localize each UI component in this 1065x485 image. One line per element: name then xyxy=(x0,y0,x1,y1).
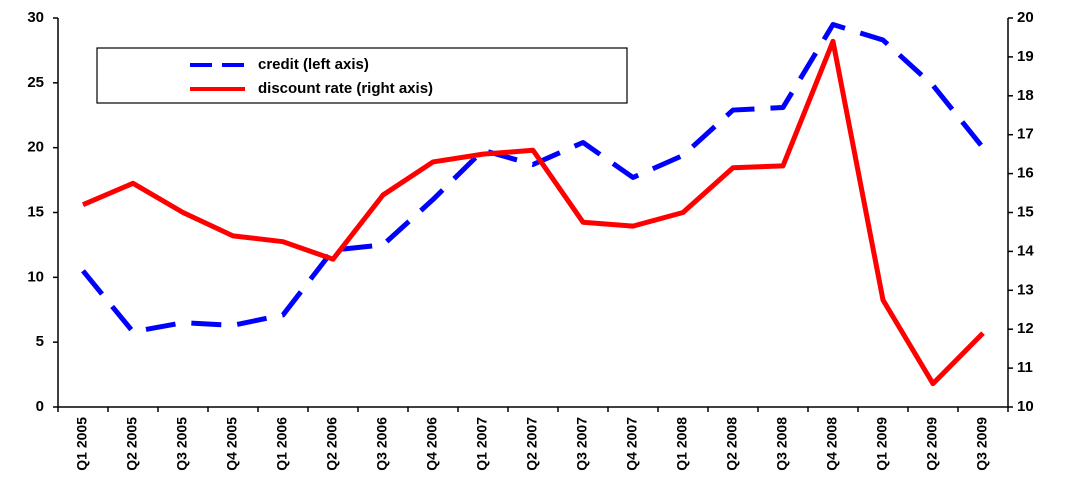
y2-tick-label: 14 xyxy=(1017,242,1034,259)
x-tick-label: Q2 2006 xyxy=(324,417,340,471)
y-tick-label: 20 xyxy=(27,139,44,156)
x-tick-label: Q2 2007 xyxy=(524,417,540,471)
x-tick-label: Q1 2006 xyxy=(274,417,290,471)
x-tick-label: Q1 2007 xyxy=(474,417,490,471)
y-tick-label: 0 xyxy=(36,398,44,415)
y2-tick-label: 11 xyxy=(1017,359,1033,376)
x-tick-label: Q3 2008 xyxy=(774,417,790,471)
x-tick-label: Q1 2008 xyxy=(674,417,690,471)
y2-tick-label: 13 xyxy=(1017,281,1034,298)
y2-tick-label: 19 xyxy=(1017,48,1034,65)
x-tick-label: Q3 2009 xyxy=(974,417,990,471)
x-tick-label: Q2 2009 xyxy=(924,417,940,471)
y2-tick-label: 10 xyxy=(1017,398,1034,415)
y-tick-label: 15 xyxy=(27,203,44,220)
x-tick-label: Q3 2005 xyxy=(174,417,190,471)
legend-label: credit (left axis) xyxy=(258,56,369,73)
legend-label: discount rate (right axis) xyxy=(258,80,433,97)
y2-tick-label: 15 xyxy=(1017,203,1034,220)
y2-tick-label: 17 xyxy=(1017,126,1034,143)
y-tick-label: 5 xyxy=(36,333,44,350)
x-tick-label: Q1 2009 xyxy=(874,417,890,471)
x-tick-label: Q4 2008 xyxy=(824,417,840,471)
y2-tick-label: 20 xyxy=(1017,9,1034,26)
y-tick-label: 10 xyxy=(27,268,44,285)
legend-box xyxy=(96,47,628,104)
series-line xyxy=(81,21,985,335)
series-line xyxy=(82,38,985,387)
x-tick-label: Q3 2006 xyxy=(374,417,390,471)
x-tick-label: Q3 2007 xyxy=(574,417,590,471)
x-tick-label: Q2 2008 xyxy=(724,417,740,471)
y2-tick-label: 12 xyxy=(1017,320,1034,337)
x-tick-label: Q1 2005 xyxy=(74,417,90,471)
y2-tick-label: 16 xyxy=(1017,165,1034,182)
x-tick-label: Q2 2005 xyxy=(124,417,140,471)
x-tick-label: Q4 2006 xyxy=(424,417,440,471)
y-tick-label: 25 xyxy=(27,74,44,91)
y2-tick-label: 18 xyxy=(1017,87,1034,104)
x-tick-label: Q4 2005 xyxy=(224,417,240,471)
x-tick-label: Q4 2007 xyxy=(624,417,640,471)
y-tick-label: 30 xyxy=(27,9,44,26)
